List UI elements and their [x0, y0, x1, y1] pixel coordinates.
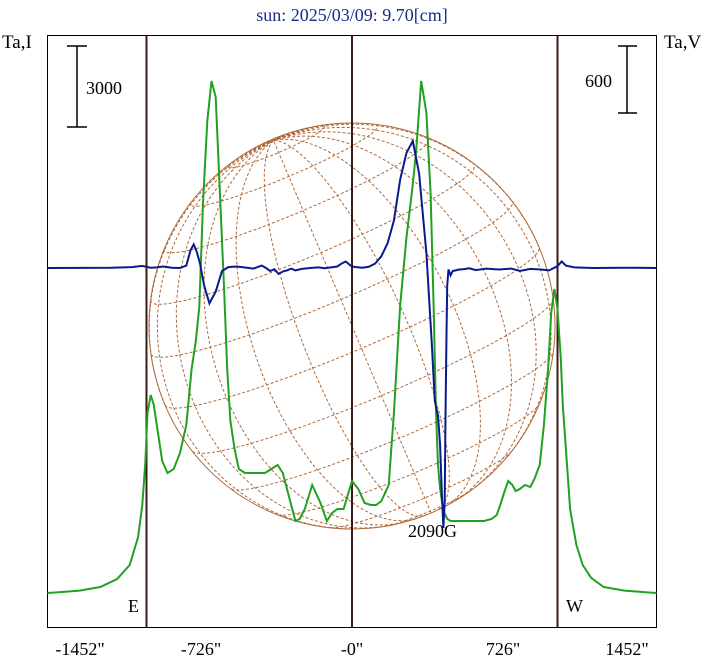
longitude-gridline [175, 139, 388, 529]
latitude-gridline [277, 404, 540, 516]
left-axis-label: Ta,I [2, 32, 32, 53]
latitude-gridline [192, 298, 554, 454]
latitude-gridline [164, 246, 540, 409]
longitude-gridline [273, 135, 513, 500]
longitude-gridline [148, 139, 274, 406]
left-scale-bar-label: 3000 [86, 78, 122, 98]
longitude-gridline [273, 123, 540, 248]
limb-label-east: E [128, 596, 139, 616]
longitude-gridline [273, 139, 450, 510]
limb-markers [145, 35, 559, 628]
chart-title: sun: 2025/03/09: 9.70[cm] [256, 5, 448, 25]
longitude-gridline [263, 140, 424, 517]
longitude-gridline [205, 139, 274, 186]
limb-label-west: W [566, 596, 583, 616]
longitude-gridline [273, 126, 552, 460]
annotation-label: 2090G [408, 521, 457, 541]
longitude-gridline [235, 140, 417, 522]
series-line-polarization [47, 138, 657, 529]
x-tick-label: 726" [486, 639, 520, 659]
latitude-gridline [150, 201, 514, 358]
longitude-gridline [273, 131, 537, 491]
longitude-gridline [273, 138, 481, 507]
right-axis-label: Ta,V [664, 32, 701, 53]
right-scale-bar-label: 600 [585, 71, 612, 91]
right-scale-bar: 600 [585, 45, 637, 114]
x-tick-label: -0" [341, 639, 363, 659]
x-tick-label: -726" [181, 639, 221, 659]
longitude-gridline [156, 139, 342, 530]
series-line-intensity [47, 80, 657, 594]
x-tick-label: -1452" [55, 639, 104, 659]
longitude-gridline [273, 136, 279, 141]
longitude-gridline [273, 122, 353, 141]
longitude-gridline [273, 130, 295, 141]
left-scale-bar: 3000 [67, 45, 122, 128]
longitude-gridline [272, 138, 274, 141]
x-tick-label: 1452" [605, 639, 648, 659]
